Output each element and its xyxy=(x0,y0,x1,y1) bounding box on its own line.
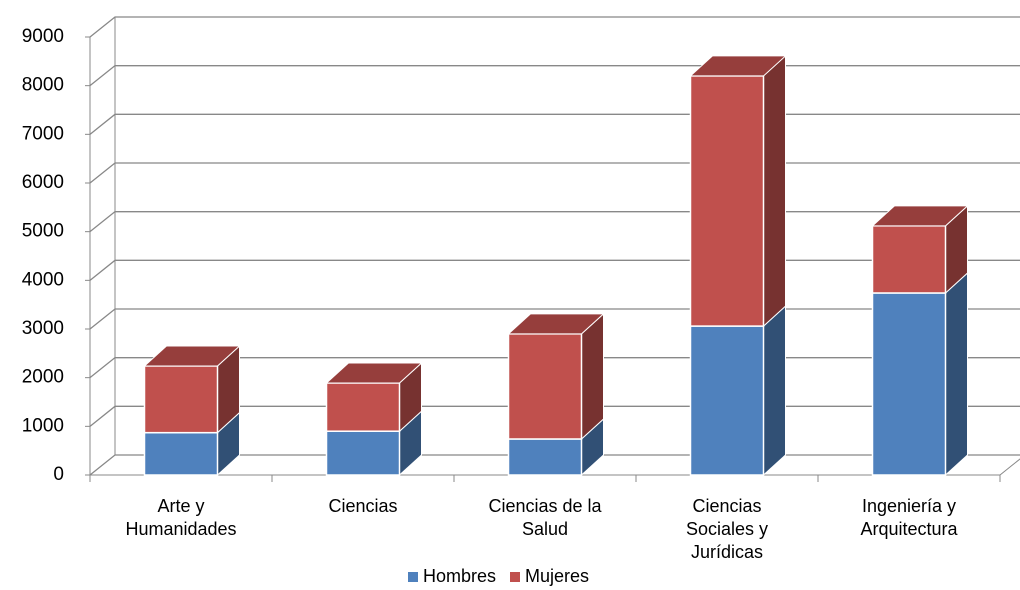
x-tick-label: Ciencias xyxy=(328,496,398,516)
bar-top xyxy=(871,205,969,227)
bar xyxy=(325,382,401,432)
bar-top xyxy=(325,362,423,384)
y-tick-label: 0 xyxy=(53,464,64,485)
grid-line xyxy=(89,113,1020,135)
bar-top xyxy=(507,313,605,335)
x-tick-label: Arte y Humanidades xyxy=(125,496,237,539)
y-tick-label: 6000 xyxy=(22,172,64,193)
x-tick-label: Ciencias Sociales y Jurídicas xyxy=(685,496,769,562)
y-tick-label: 4000 xyxy=(22,269,64,290)
x-tick-label: Ciencias de la Salud xyxy=(488,496,602,539)
y-tick-label: 1000 xyxy=(22,415,64,436)
y-tick-label: 7000 xyxy=(22,123,64,144)
legend-label: Mujeres xyxy=(525,566,590,586)
legend-item: Mujeres xyxy=(510,566,589,587)
y-tick-label: 5000 xyxy=(22,221,64,242)
bar xyxy=(143,365,219,434)
bar-side xyxy=(763,54,786,328)
bar-side xyxy=(581,312,604,441)
bar-side xyxy=(945,271,968,477)
bar xyxy=(689,325,765,476)
legend-label: Hombres xyxy=(423,566,497,586)
y-tick-label: 3000 xyxy=(22,318,64,339)
bar xyxy=(871,292,947,476)
x-tick-label: Ingeniería y Arquitectura xyxy=(860,496,958,539)
floor-edge xyxy=(999,458,1020,476)
legend-swatch xyxy=(510,572,521,582)
legend: Hombres Mujeres xyxy=(408,566,589,587)
grid-line xyxy=(89,16,1020,38)
bar-top xyxy=(689,55,787,77)
bar xyxy=(325,430,401,476)
bar-top xyxy=(143,345,241,367)
bar xyxy=(143,431,219,476)
legend-item: Hombres xyxy=(408,566,496,587)
legend-swatch xyxy=(408,572,418,582)
grid-line xyxy=(89,162,1020,184)
bar xyxy=(507,333,583,440)
grid-line xyxy=(89,65,1020,87)
y-tick-label: 8000 xyxy=(22,75,64,96)
bar-side xyxy=(763,304,786,477)
bar xyxy=(507,438,583,476)
bar xyxy=(689,75,765,327)
bar xyxy=(871,225,947,294)
y-tick-label: 9000 xyxy=(22,26,64,47)
y-tick-label: 2000 xyxy=(22,367,64,388)
